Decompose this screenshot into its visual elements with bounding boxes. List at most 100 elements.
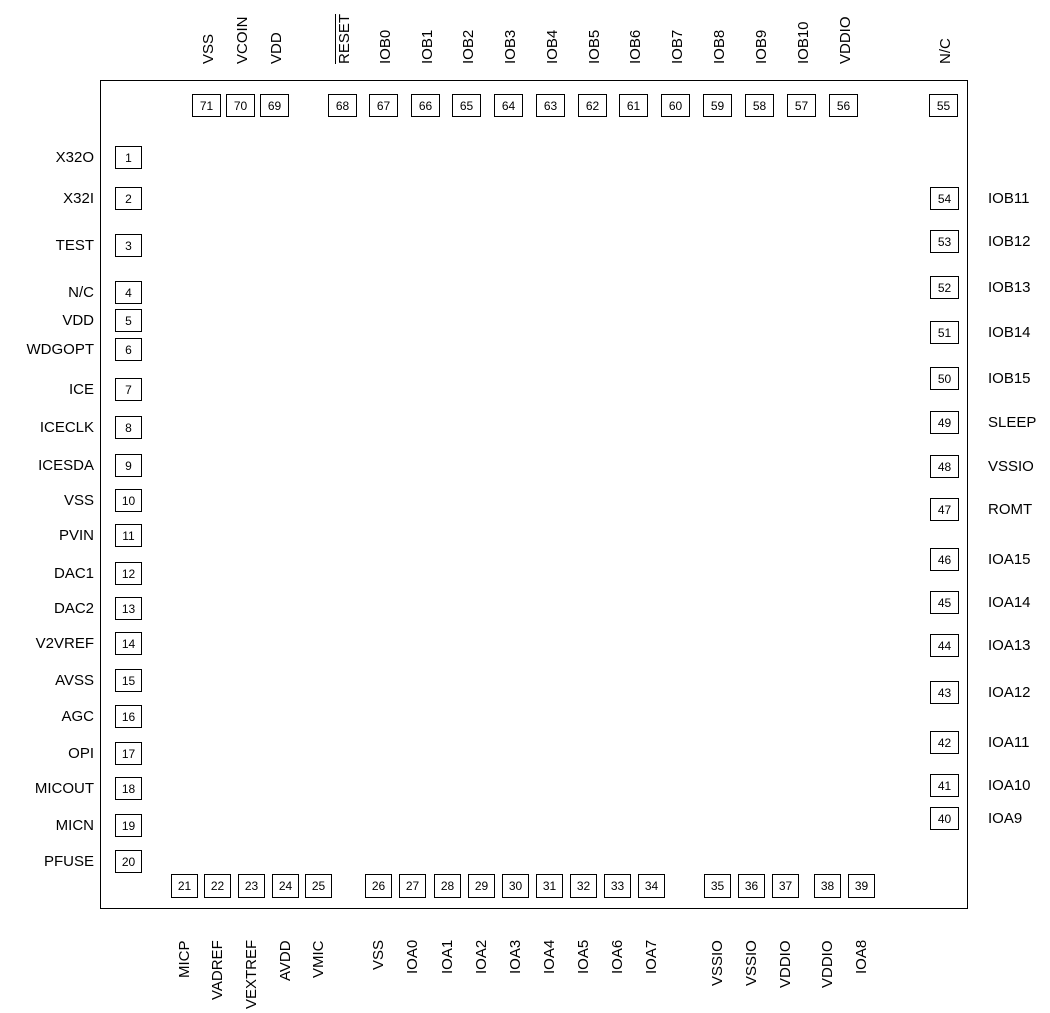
- pin-1-label: X32O: [55, 149, 94, 166]
- pin-7-box: 7: [115, 378, 142, 401]
- pin-65-box: 65: [452, 94, 481, 117]
- pin-19-box: 19: [115, 814, 142, 837]
- pin-44-box: 44: [930, 634, 959, 657]
- pin-67-label: IOB0: [377, 29, 394, 64]
- pin-54-label: IOB11: [988, 190, 1030, 207]
- pin-52-label: IOB13: [988, 279, 1031, 296]
- pin-64-box: 64: [494, 94, 523, 117]
- pin-53-box: 53: [930, 230, 959, 253]
- pin-62-box: 62: [578, 94, 607, 117]
- pin-57-box: 57: [787, 94, 816, 117]
- pin-50-box: 50: [930, 367, 959, 390]
- pin-63-label: IOB4: [544, 29, 561, 64]
- pin-13-label: DAC2: [53, 600, 94, 617]
- pin-9-label: ICESDA: [38, 457, 94, 474]
- pin-46-label: IOA15: [988, 551, 1031, 568]
- pin-37-label: VDDIO: [777, 940, 794, 988]
- pin-66-box: 66: [411, 94, 440, 117]
- pin-60-label: IOB7: [669, 29, 686, 64]
- pin-4-box: 4: [115, 281, 142, 304]
- pin-23-label: VEXTREF: [243, 939, 260, 1009]
- pin-63-box: 63: [536, 94, 565, 117]
- pin-60-box: 60: [661, 94, 690, 117]
- pin-66-label: IOB1: [419, 29, 436, 64]
- pin-17-label: OPI: [68, 745, 94, 762]
- pin-24-box: 24: [272, 874, 299, 898]
- pin-8-box: 8: [115, 416, 142, 439]
- pin-61-box: 61: [619, 94, 648, 117]
- pin-28-box: 28: [434, 874, 461, 898]
- pin-28-label: IOA1: [439, 939, 456, 974]
- pin-17-box: 17: [115, 742, 142, 765]
- pin-68-box: 68: [328, 94, 357, 117]
- pin-25-label: VMIC: [310, 940, 327, 979]
- pin-34-box: 34: [638, 874, 665, 898]
- pin-50-label: IOB15: [988, 370, 1031, 387]
- pin-47-box: 47: [930, 498, 959, 521]
- pin-59-label: IOB8: [711, 29, 728, 64]
- pin-33-box: 33: [604, 874, 631, 898]
- pin-4-label: N/C: [68, 284, 94, 301]
- pin-49-box: 49: [930, 411, 959, 434]
- pin-70-label: VCOIN: [234, 16, 251, 64]
- pin-27-label: IOA0: [404, 939, 421, 974]
- pin-49-label: SLEEP: [988, 414, 1037, 431]
- pin-3-label: TEST: [55, 237, 94, 254]
- pin-11-box: 11: [115, 524, 142, 547]
- pin-53-label: IOB12: [988, 233, 1031, 250]
- pin-10-box: 10: [115, 489, 142, 512]
- pin-47-label: ROMT: [988, 501, 1033, 518]
- pin-22-box: 22: [204, 874, 231, 898]
- pin-71-label: VSS: [200, 33, 217, 64]
- pin-36-box: 36: [738, 874, 765, 898]
- pin-41-box: 41: [930, 774, 959, 797]
- pin-43-label: IOA12: [988, 684, 1031, 701]
- pin-68-label: RESET: [336, 13, 353, 64]
- pin-45-label: IOA14: [988, 594, 1031, 611]
- pin-42-label: IOA11: [988, 734, 1030, 751]
- pin-5-label: VDD: [62, 312, 94, 329]
- pin-48-box: 48: [930, 455, 959, 478]
- pin-62-label: IOB5: [586, 29, 603, 64]
- pin-14-label: V2VREF: [35, 635, 94, 652]
- pin-15-box: 15: [115, 669, 142, 692]
- pin-69-label: VDD: [268, 32, 285, 64]
- pin-39-box: 39: [848, 874, 875, 898]
- pin-64-label: IOB3: [502, 29, 519, 64]
- pin-31-box: 31: [536, 874, 563, 898]
- pin-27-box: 27: [399, 874, 426, 898]
- pin-56-box: 56: [829, 94, 858, 117]
- pin-65-label: IOB2: [460, 29, 477, 64]
- pin-12-box: 12: [115, 562, 142, 585]
- pin-23-box: 23: [238, 874, 265, 898]
- pin-56-label: VDDIO: [837, 16, 854, 64]
- pin-71-box: 71: [192, 94, 221, 117]
- pin-46-box: 46: [930, 548, 959, 571]
- pin-41-label: IOA10: [988, 777, 1031, 794]
- pin-2-label: X32I: [63, 190, 94, 207]
- pin-30-box: 30: [502, 874, 529, 898]
- pin-42-box: 42: [930, 731, 959, 754]
- pin-58-box: 58: [745, 94, 774, 117]
- pin-6-box: 6: [115, 338, 142, 361]
- pin-67-box: 67: [369, 94, 398, 117]
- pin-7-label: ICE: [68, 381, 94, 398]
- pin-43-box: 43: [930, 681, 959, 704]
- pin-40-box: 40: [930, 807, 959, 830]
- pin-20-label: PFUSE: [43, 853, 94, 870]
- pin-22-label: VADREF: [209, 940, 226, 1000]
- pin-61-label: IOB6: [627, 29, 644, 64]
- pin-15-label: AVSS: [55, 672, 94, 689]
- pin-54-box: 54: [930, 187, 959, 210]
- pin-57-label: IOB10: [795, 21, 812, 64]
- pin-29-box: 29: [468, 874, 495, 898]
- pin-16-label: AGC: [61, 708, 94, 725]
- pin-24-label: AVDD: [277, 940, 294, 981]
- pin-1-box: 1: [115, 146, 142, 169]
- pin-32-box: 32: [570, 874, 597, 898]
- pin-11-label: PVIN: [58, 527, 94, 544]
- pin-45-box: 45: [930, 591, 959, 614]
- pin-34-label: IOA7: [643, 939, 660, 974]
- pin-25-box: 25: [305, 874, 332, 898]
- pin-55-label: N/C: [937, 38, 954, 64]
